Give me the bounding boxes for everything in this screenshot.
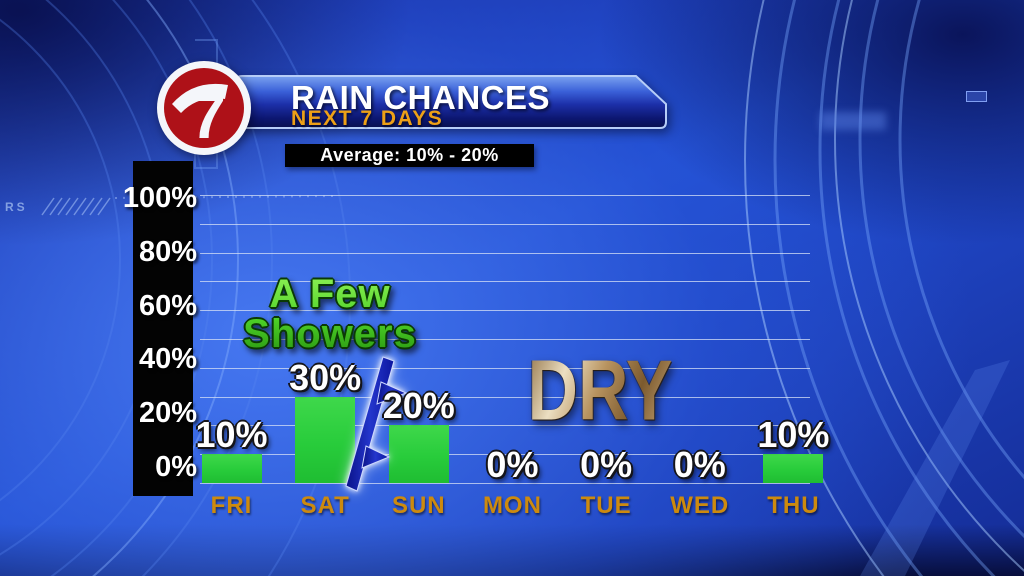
- gridline: [200, 310, 810, 312]
- y-axis-black-bar: [133, 161, 193, 496]
- gridline: [200, 425, 810, 427]
- annotation-a-few-showers: A Few Showers: [225, 274, 435, 354]
- background-readout-decor: [966, 91, 987, 102]
- annotation-line-2: Showers: [243, 312, 417, 356]
- day-label: SUN: [391, 492, 446, 519]
- day-label: FRI: [210, 492, 253, 519]
- station-7-logo-icon: 7: [157, 61, 251, 155]
- bar: [201, 454, 262, 483]
- day-label: WED: [670, 492, 730, 519]
- gridline: [200, 252, 810, 254]
- y-tick-label: 40%: [138, 343, 197, 376]
- bar-value-label: 10%: [195, 414, 268, 455]
- background-light-streak: [820, 112, 886, 130]
- bar-value-label: 0%: [580, 444, 633, 485]
- average-range-banner: Average: 10% - 20%: [285, 144, 534, 167]
- gridline: [200, 396, 810, 398]
- page-subtitle: NEXT 7 DAYS: [291, 107, 444, 130]
- y-tick-label: 20%: [138, 397, 197, 430]
- bar-value-label: 10%: [757, 414, 830, 455]
- bar: [763, 454, 824, 483]
- page-title: RAIN CHANCES: [291, 79, 551, 116]
- average-range-text: Average: 10% - 20%: [320, 145, 499, 165]
- bar-value-label: 0%: [673, 444, 726, 485]
- annotation-dry: DRY: [527, 343, 673, 439]
- bar-value-label: 30%: [289, 357, 362, 398]
- gridline: [200, 281, 810, 283]
- gridline: [200, 223, 810, 225]
- bar-value-label: 20%: [382, 385, 455, 426]
- svg-text:7: 7: [190, 80, 226, 152]
- gridline: [200, 483, 810, 484]
- lightning-bolt-icon: [345, 356, 408, 492]
- bar: [388, 425, 449, 483]
- y-tick-label: 0%: [155, 451, 197, 483]
- day-label: SAT: [300, 492, 350, 519]
- gridline: [200, 339, 810, 340]
- y-tick-label: 80%: [138, 235, 197, 268]
- bar-value-label: 0%: [486, 444, 539, 485]
- background-watermark-text: RS: [5, 200, 28, 214]
- day-label: MON: [482, 492, 542, 519]
- y-tick-label: 100%: [122, 182, 197, 214]
- y-tick-label: 60%: [138, 289, 197, 322]
- day-label: TUE: [580, 492, 632, 519]
- annotation-line-1: A Few: [269, 272, 391, 316]
- day-label: THU: [767, 492, 820, 519]
- gridline: [200, 367, 810, 369]
- bar: [295, 397, 356, 483]
- gridline: [200, 195, 810, 196]
- gridline: [200, 454, 810, 456]
